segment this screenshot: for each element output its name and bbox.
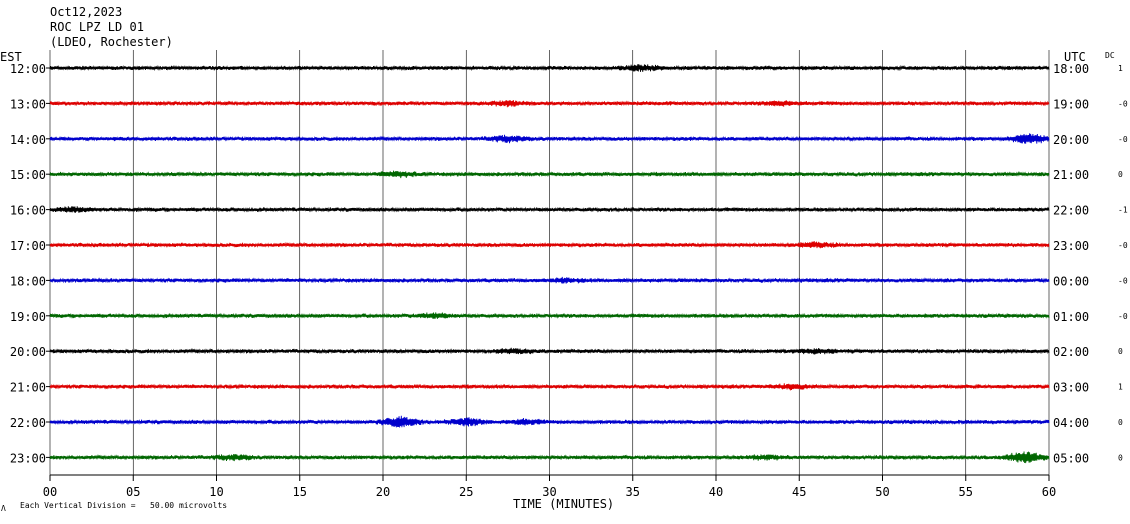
dc-offset: 0: [1118, 347, 1123, 356]
scale-note: Each Vertical Division = 50.00 microvolt…: [20, 501, 227, 510]
utc-label: 19:00: [1053, 97, 1089, 111]
trace-1800: [49, 276, 1050, 284]
x-tick-label: 35: [626, 485, 640, 499]
x-axis: 00 05 10 15 20 25 30 35 40 45 50 55 60: [43, 475, 1056, 499]
dc-offset: -1: [1118, 206, 1128, 215]
trace-1700: [49, 241, 1050, 249]
est-label: 17:00: [10, 239, 46, 253]
header-network: (LDEO, Rochester): [50, 35, 173, 49]
utc-label: 23:00: [1053, 239, 1089, 253]
dc-offset: -0: [1118, 312, 1128, 321]
trace-2100: [49, 383, 1050, 391]
est-label: 23:00: [10, 451, 46, 465]
est-label: 12:00: [10, 62, 46, 76]
dc-offset: -0: [1118, 276, 1128, 285]
trace-2300: [49, 451, 1050, 464]
row-labels: 12:00 18:00 1 13:00 19:00 -0 14:00 20:00 -0 15:00…: [10, 62, 1128, 465]
utc-label: 18:00: [1053, 62, 1089, 76]
utc-label: 04:00: [1053, 416, 1089, 430]
x-tick-label: 00: [43, 485, 57, 499]
x-tick-label: 20: [376, 485, 390, 499]
x-tick-label: 45: [792, 485, 806, 499]
header-station: ROC LPZ LD 01: [50, 20, 144, 34]
x-tick-label: 10: [209, 485, 223, 499]
time-grid: [49, 50, 1050, 476]
est-label: 14:00: [10, 133, 46, 147]
trace-1400: [49, 133, 1050, 144]
dc-title: DC: [1105, 51, 1115, 60]
est-label: 20:00: [10, 345, 46, 359]
left-axis-title: EST: [0, 50, 22, 64]
dc-offset: 0: [1118, 170, 1123, 179]
x-axis-title: TIME (MINUTES): [513, 497, 614, 511]
utc-label: 05:00: [1053, 451, 1089, 465]
utc-label: 00:00: [1053, 274, 1089, 288]
est-label: 16:00: [10, 204, 46, 218]
trace-2200: [49, 415, 1050, 428]
trace-1600: [49, 206, 1050, 213]
est-label: 21:00: [10, 381, 46, 395]
dc-offset: -0: [1118, 99, 1128, 108]
est-label: 13:00: [10, 97, 46, 111]
est-label: 19:00: [10, 310, 46, 324]
x-tick-label: 25: [459, 485, 473, 499]
utc-label: 20:00: [1053, 133, 1089, 147]
x-tick-label: 05: [126, 485, 140, 499]
trace-1300: [49, 100, 1050, 108]
est-label: 18:00: [10, 274, 46, 288]
utc-label: 03:00: [1053, 381, 1089, 395]
trace-group: [49, 64, 1050, 464]
x-tick-label: 40: [709, 485, 723, 499]
utc-label: 02:00: [1053, 345, 1089, 359]
trace-1200: [49, 64, 1050, 72]
utc-label: 01:00: [1053, 310, 1089, 324]
x-tick-label: 55: [959, 485, 973, 499]
x-tick-label: 30: [542, 485, 556, 499]
est-label: 15:00: [10, 168, 46, 182]
x-tick-label: 60: [1042, 485, 1056, 499]
right-axis-title: UTC: [1064, 50, 1086, 64]
trace-2000: [49, 347, 1050, 355]
trace-1900: [49, 312, 1050, 319]
trace-1500: [49, 170, 1050, 179]
utc-label: 22:00: [1053, 204, 1089, 218]
corner-glyph: Λ: [1, 504, 6, 513]
header-date: Oct12,2023: [50, 5, 122, 19]
x-tick-label: 15: [293, 485, 307, 499]
x-tick-label: 50: [875, 485, 889, 499]
dc-offset: 1: [1118, 383, 1123, 392]
dc-offset: 0: [1118, 418, 1123, 427]
dc-offset: -0: [1118, 135, 1128, 144]
utc-label: 21:00: [1053, 168, 1089, 182]
dc-offset: -0: [1118, 241, 1128, 250]
est-label: 22:00: [10, 416, 46, 430]
dc-offset: 0: [1118, 453, 1123, 462]
dc-offset: 1: [1118, 64, 1123, 73]
